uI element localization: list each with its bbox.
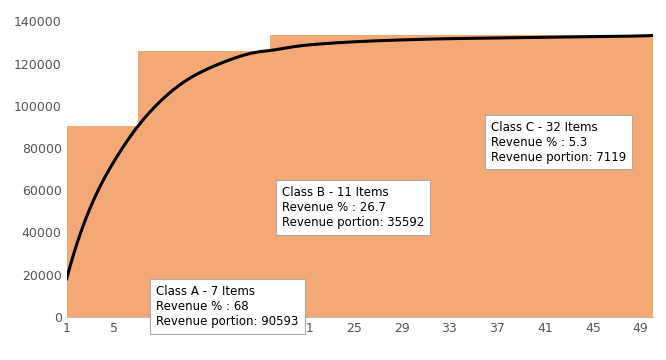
Text: Class B - 11 Items
Revenue % : 26.7
Revenue portion: 35592: Class B - 11 Items Revenue % : 26.7 Reve… [282,186,424,229]
Text: Class A - 7 Items
Revenue % : 68
Revenue portion: 90593: Class A - 7 Items Revenue % : 68 Revenue… [157,285,298,328]
Text: Class C - 32 Items
Revenue % : 5.3
Revenue portion: 7119: Class C - 32 Items Revenue % : 5.3 Reven… [492,121,627,163]
Bar [139,50,270,317]
Bar [270,36,653,317]
Bar [67,126,139,317]
